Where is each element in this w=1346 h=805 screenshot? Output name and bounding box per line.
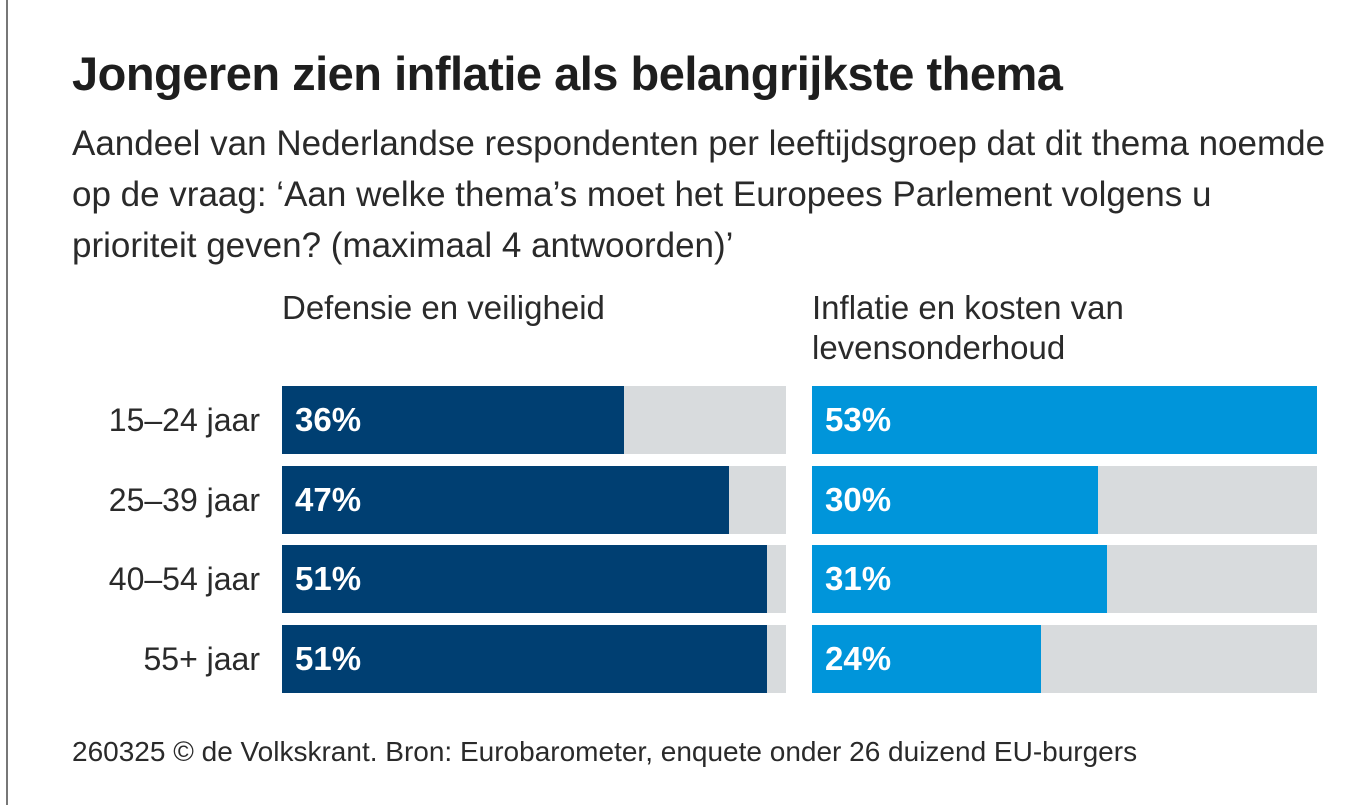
bar-track-defensie: 36%	[282, 386, 786, 454]
bar-defensie: 36%	[282, 386, 624, 454]
bar-defensie: 51%	[282, 545, 767, 613]
data-label: 30%	[825, 481, 892, 518]
bar-inflatie: 24%	[812, 625, 1041, 693]
data-label: 24%	[825, 640, 892, 677]
data-label: 51%	[295, 640, 362, 677]
series-title-defensie: Defensie en veiligheid	[282, 289, 605, 326]
data-label: 51%	[295, 560, 362, 597]
frame-border	[6, 0, 8, 805]
bar-defensie: 47%	[282, 466, 729, 534]
bar-inflatie: 53%	[812, 386, 1317, 454]
bar-inflatie: 30%	[812, 466, 1098, 534]
row-label: 55+ jaar	[143, 641, 260, 677]
bar-track-inflatie: 24%	[812, 625, 1317, 693]
bar-track-defensie: 51%	[282, 545, 786, 613]
row-label: 15–24 jaar	[108, 402, 260, 438]
bar-track-defensie: 47%	[282, 466, 786, 534]
bar-defensie: 51%	[282, 625, 767, 693]
row-label: 25–39 jaar	[108, 482, 260, 518]
chart-subtitle: Aandeel van Nederlandse respondenten per…	[72, 124, 1326, 265]
bar-track-inflatie: 30%	[812, 466, 1317, 534]
bar-inflatie: 31%	[812, 545, 1107, 613]
data-label: 53%	[825, 401, 892, 438]
data-label: 36%	[295, 401, 362, 438]
data-label: 47%	[295, 481, 362, 518]
data-label: 31%	[825, 560, 892, 597]
bar-track-inflatie: 53%	[812, 386, 1317, 454]
source-credit: 260325 © de Volkskrant. Bron: Eurobarome…	[72, 736, 1138, 767]
row-label: 40–54 jaar	[108, 561, 260, 597]
chart-title: Jongeren zien inflatie als belangrijkste…	[72, 47, 1063, 100]
bar-track-inflatie: 31%	[812, 545, 1317, 613]
series-title-inflatie: Inflatie en kosten van levensonderhoud	[812, 289, 1124, 366]
bar-track-defensie: 51%	[282, 625, 786, 693]
